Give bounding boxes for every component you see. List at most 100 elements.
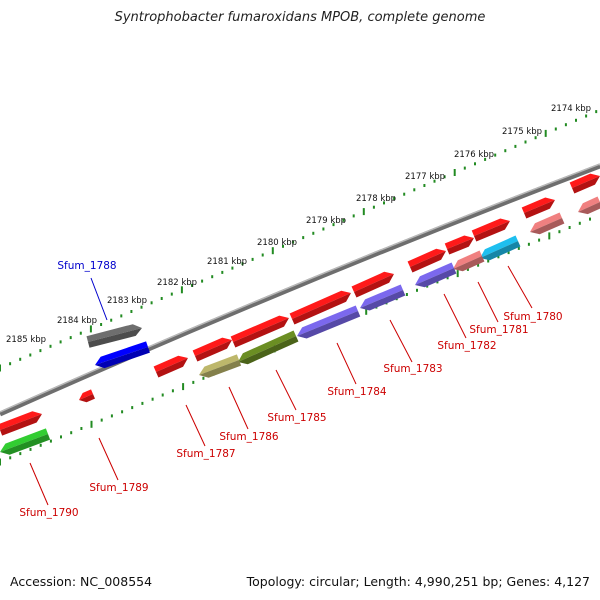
gene-feature[interactable] [576,196,600,218]
feature-shade [572,175,600,194]
feature-shade [354,274,394,298]
ruler-minor-tick [524,140,527,144]
ruler-minor-tick [575,118,577,122]
feature-face [578,196,600,212]
gene-feature[interactable] [444,232,477,255]
gene-feature[interactable] [528,212,565,238]
ruler-minor-tick [211,275,214,279]
ruler-minor-tick [554,127,557,131]
gene-feature[interactable] [351,269,397,298]
gene-label[interactable]: Sfum_1787 [176,448,235,460]
ruler-minor-tick [585,114,588,118]
ruler-minor-tick [141,401,144,405]
ruler-minor-tick [231,266,234,270]
gene-feature[interactable] [289,288,354,325]
gene-feature[interactable] [358,284,406,313]
backbone-highlight [0,163,600,413]
ruler-minor-tick [405,293,408,296]
gene-feature[interactable] [569,170,600,194]
feature-face [297,305,359,336]
ruler-minor-tick [241,262,244,266]
ruler-major-tick [362,208,365,216]
ruler-minor-tick [494,153,497,157]
feature-face [199,354,239,375]
ruler-minor-tick [423,184,426,187]
ruler-minor-tick [79,331,82,335]
feature-shade [88,328,142,348]
ruler-major-tick [182,383,185,391]
gene-feature[interactable] [153,353,191,378]
gene-label[interactable]: Sfum_1781 [469,324,528,336]
ruler-tick-label: 2179 kbp [306,216,346,226]
feature-shade [233,317,290,348]
gene-label[interactable]: Sfum_1786 [219,431,279,443]
ruler-minor-tick [140,305,143,309]
ruler-minor-tick [160,297,163,300]
label-leader-line [477,281,499,323]
ruler-minor-tick [487,259,490,263]
gene-label[interactable]: Sfum_1780 [503,311,562,323]
ruler-minor-tick [302,236,305,240]
feature-face [407,248,446,267]
gene-feature[interactable] [230,312,292,348]
gene-feature[interactable] [197,354,242,380]
ruler-minor-tick [59,340,62,344]
gene-feature[interactable] [478,235,521,264]
gene-feature[interactable] [471,215,513,242]
ruler-minor-tick [49,344,52,348]
ruler-major-tick [365,307,368,315]
gene-features [0,170,600,457]
gene-label[interactable]: Sfum_1790 [19,507,78,519]
gene-label[interactable]: Sfum_1788 [57,260,116,272]
gene-feature[interactable] [86,322,143,348]
ruler-minor-tick [477,263,480,267]
gene-feature[interactable] [236,330,299,368]
feature-shade [360,290,406,311]
ruler-minor-tick [191,283,193,287]
label-leader-line [275,369,297,411]
ruler-minor-tick [9,456,12,460]
gene-feature[interactable] [192,334,235,362]
upper-ruler-track [0,110,598,372]
genome-summary-text: Topology: circular; Length: 4,990,251 bp… [246,574,590,589]
ruler-minor-tick [564,123,567,127]
feature-face [0,411,42,430]
ruler-minor-tick [19,452,22,456]
gene-feature[interactable] [0,428,51,457]
ruler-minor-tick [121,410,124,414]
ruler-tick-label: 2184 kbp [57,316,97,326]
label-leader-line [90,277,108,321]
ruler-major-tick [456,270,459,278]
label-leader-line [336,342,357,385]
gene-label[interactable]: Sfum_1789 [89,482,148,494]
gene-feature[interactable] [77,389,95,404]
ruler-minor-tick [201,279,204,283]
ruler-tick-label: 2177 kbp [405,172,445,182]
feature-face [569,173,600,188]
gene-label[interactable]: Sfum_1785 [267,412,326,424]
gene-feature[interactable] [451,250,485,275]
ruler-tick-label: 2181 kbp [207,257,247,267]
ruler-minor-tick [372,205,375,209]
ruler-minor-tick [80,427,83,430]
gene-feature[interactable] [0,408,44,436]
ruler-minor-tick [120,314,123,318]
gene-label[interactable]: Sfum_1783 [383,363,442,375]
gene-feature[interactable] [93,341,150,370]
ruler-minor-tick [534,136,537,140]
ruler-tick-label: 2178 kbp [356,194,396,204]
gene-label[interactable]: Sfum_1784 [327,386,387,398]
ruler-minor-tick [466,267,469,271]
gene-feature[interactable] [295,305,361,341]
feature-shade [453,255,485,272]
gene-feature[interactable] [413,262,457,290]
gene-feature[interactable] [521,194,558,219]
feature-shade [292,293,351,325]
ruler-ticks [0,110,598,466]
ruler-minor-tick [251,257,254,261]
ruler-minor-tick [403,192,406,196]
gene-feature[interactable] [407,246,449,273]
ruler-minor-tick [352,214,355,218]
gene-label[interactable]: Sfum_1782 [437,340,496,352]
